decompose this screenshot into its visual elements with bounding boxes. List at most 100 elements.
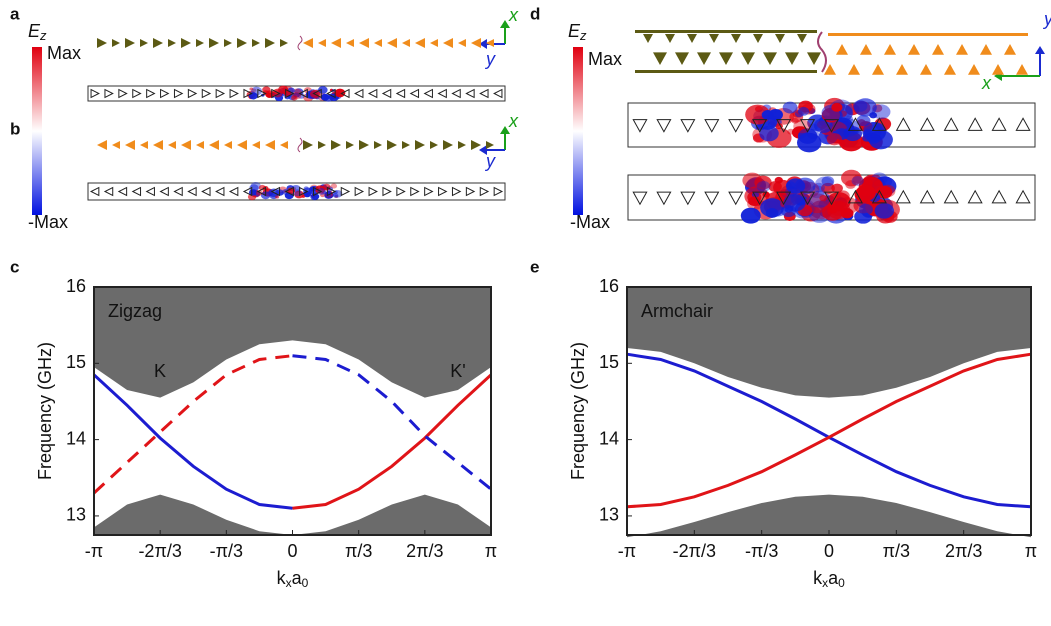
triangle — [451, 88, 461, 99]
triangle — [479, 88, 489, 99]
triangle — [402, 39, 410, 47]
triangle — [871, 189, 887, 204]
triangle — [387, 38, 397, 48]
field-blob — [831, 183, 843, 193]
x-tick-label: -π — [618, 541, 636, 561]
triangle — [381, 88, 392, 99]
triangle — [354, 186, 365, 197]
triangle — [145, 186, 155, 197]
triangle — [168, 141, 176, 149]
panel-label: e — [530, 257, 539, 276]
triangle — [252, 39, 260, 47]
triangle — [196, 39, 204, 47]
field-blob — [785, 186, 798, 197]
chart-title: Armchair — [641, 301, 713, 321]
y-axis-label: Frequency (GHz) — [35, 342, 55, 480]
field-blob — [334, 88, 346, 98]
triangle — [173, 88, 184, 99]
triangle — [991, 189, 1007, 204]
triangle — [90, 88, 100, 99]
triangle — [704, 119, 720, 133]
triangle — [117, 186, 128, 197]
triangle — [201, 88, 212, 99]
panel-label: c — [10, 257, 19, 276]
triangle — [665, 34, 675, 43]
bulk-band — [94, 287, 491, 398]
triangle — [187, 186, 197, 197]
triangle — [763, 52, 777, 65]
triangle — [847, 117, 863, 131]
triangle — [968, 64, 980, 75]
triangle — [1015, 117, 1031, 131]
triangle — [303, 38, 313, 48]
field-blob — [252, 88, 257, 92]
triangle — [237, 140, 247, 150]
field-blob — [851, 176, 864, 186]
domain-wall — [817, 31, 827, 73]
triangle — [430, 39, 438, 47]
colorbar-title: Ez — [568, 21, 587, 44]
triangle — [458, 141, 466, 149]
field-blob — [852, 100, 868, 112]
field-blob — [797, 132, 822, 153]
triangle — [919, 189, 935, 204]
triangle — [424, 186, 434, 197]
triangle — [776, 191, 792, 206]
line-chart: 13 14 15 16 -π -2π/3 -π/3 0 π/3 2π/3 π Zigzag K K' Fre… — [35, 276, 497, 590]
triangle — [181, 38, 191, 48]
triangle — [653, 52, 667, 65]
field-blob — [291, 95, 298, 101]
field-blob — [845, 180, 857, 189]
field-blob — [852, 175, 863, 184]
triangle — [224, 39, 232, 47]
triangle — [396, 186, 406, 197]
triangle — [303, 140, 313, 150]
triangle — [140, 141, 148, 149]
y-tick-label: 16 — [599, 276, 619, 296]
triangle — [752, 191, 768, 206]
triangle — [719, 52, 733, 65]
triangle — [209, 140, 219, 150]
triangle — [229, 88, 239, 99]
triangle — [331, 38, 341, 48]
triangle — [1015, 189, 1031, 204]
subscript: x — [286, 576, 292, 590]
triangle — [656, 119, 672, 133]
panel-label: b — [10, 119, 20, 138]
field-blob — [831, 102, 843, 112]
triangle — [486, 39, 494, 47]
triangle — [237, 38, 247, 48]
triangle — [257, 88, 267, 99]
bulk-band — [627, 494, 1031, 538]
triangle — [451, 186, 462, 197]
axis-label: y — [484, 151, 496, 171]
triangle — [415, 140, 425, 150]
triangle — [359, 140, 369, 150]
triangle — [168, 39, 176, 47]
bulk-band — [94, 494, 491, 535]
edge-state-line — [292, 373, 493, 510]
field-blob — [845, 115, 854, 122]
x-tick-label: π/3 — [345, 541, 372, 561]
symbol: a — [828, 568, 839, 588]
triangle — [741, 52, 755, 65]
triangle — [423, 88, 433, 99]
triangle — [312, 186, 323, 197]
edge-state-line — [292, 354, 492, 491]
triangle — [215, 88, 226, 99]
field-blob — [330, 183, 338, 189]
triangle — [797, 34, 807, 43]
field-blob — [768, 108, 783, 121]
triangle — [209, 38, 219, 48]
field-blob — [828, 201, 847, 216]
triangle — [823, 191, 840, 206]
triangle — [387, 140, 397, 150]
triangle — [340, 186, 351, 197]
triangle — [443, 38, 453, 48]
symbol: k — [277, 568, 287, 588]
triangle — [367, 88, 378, 99]
triangle — [181, 140, 191, 150]
triangle — [872, 64, 884, 75]
triangle — [256, 186, 267, 197]
triangle — [153, 140, 163, 150]
